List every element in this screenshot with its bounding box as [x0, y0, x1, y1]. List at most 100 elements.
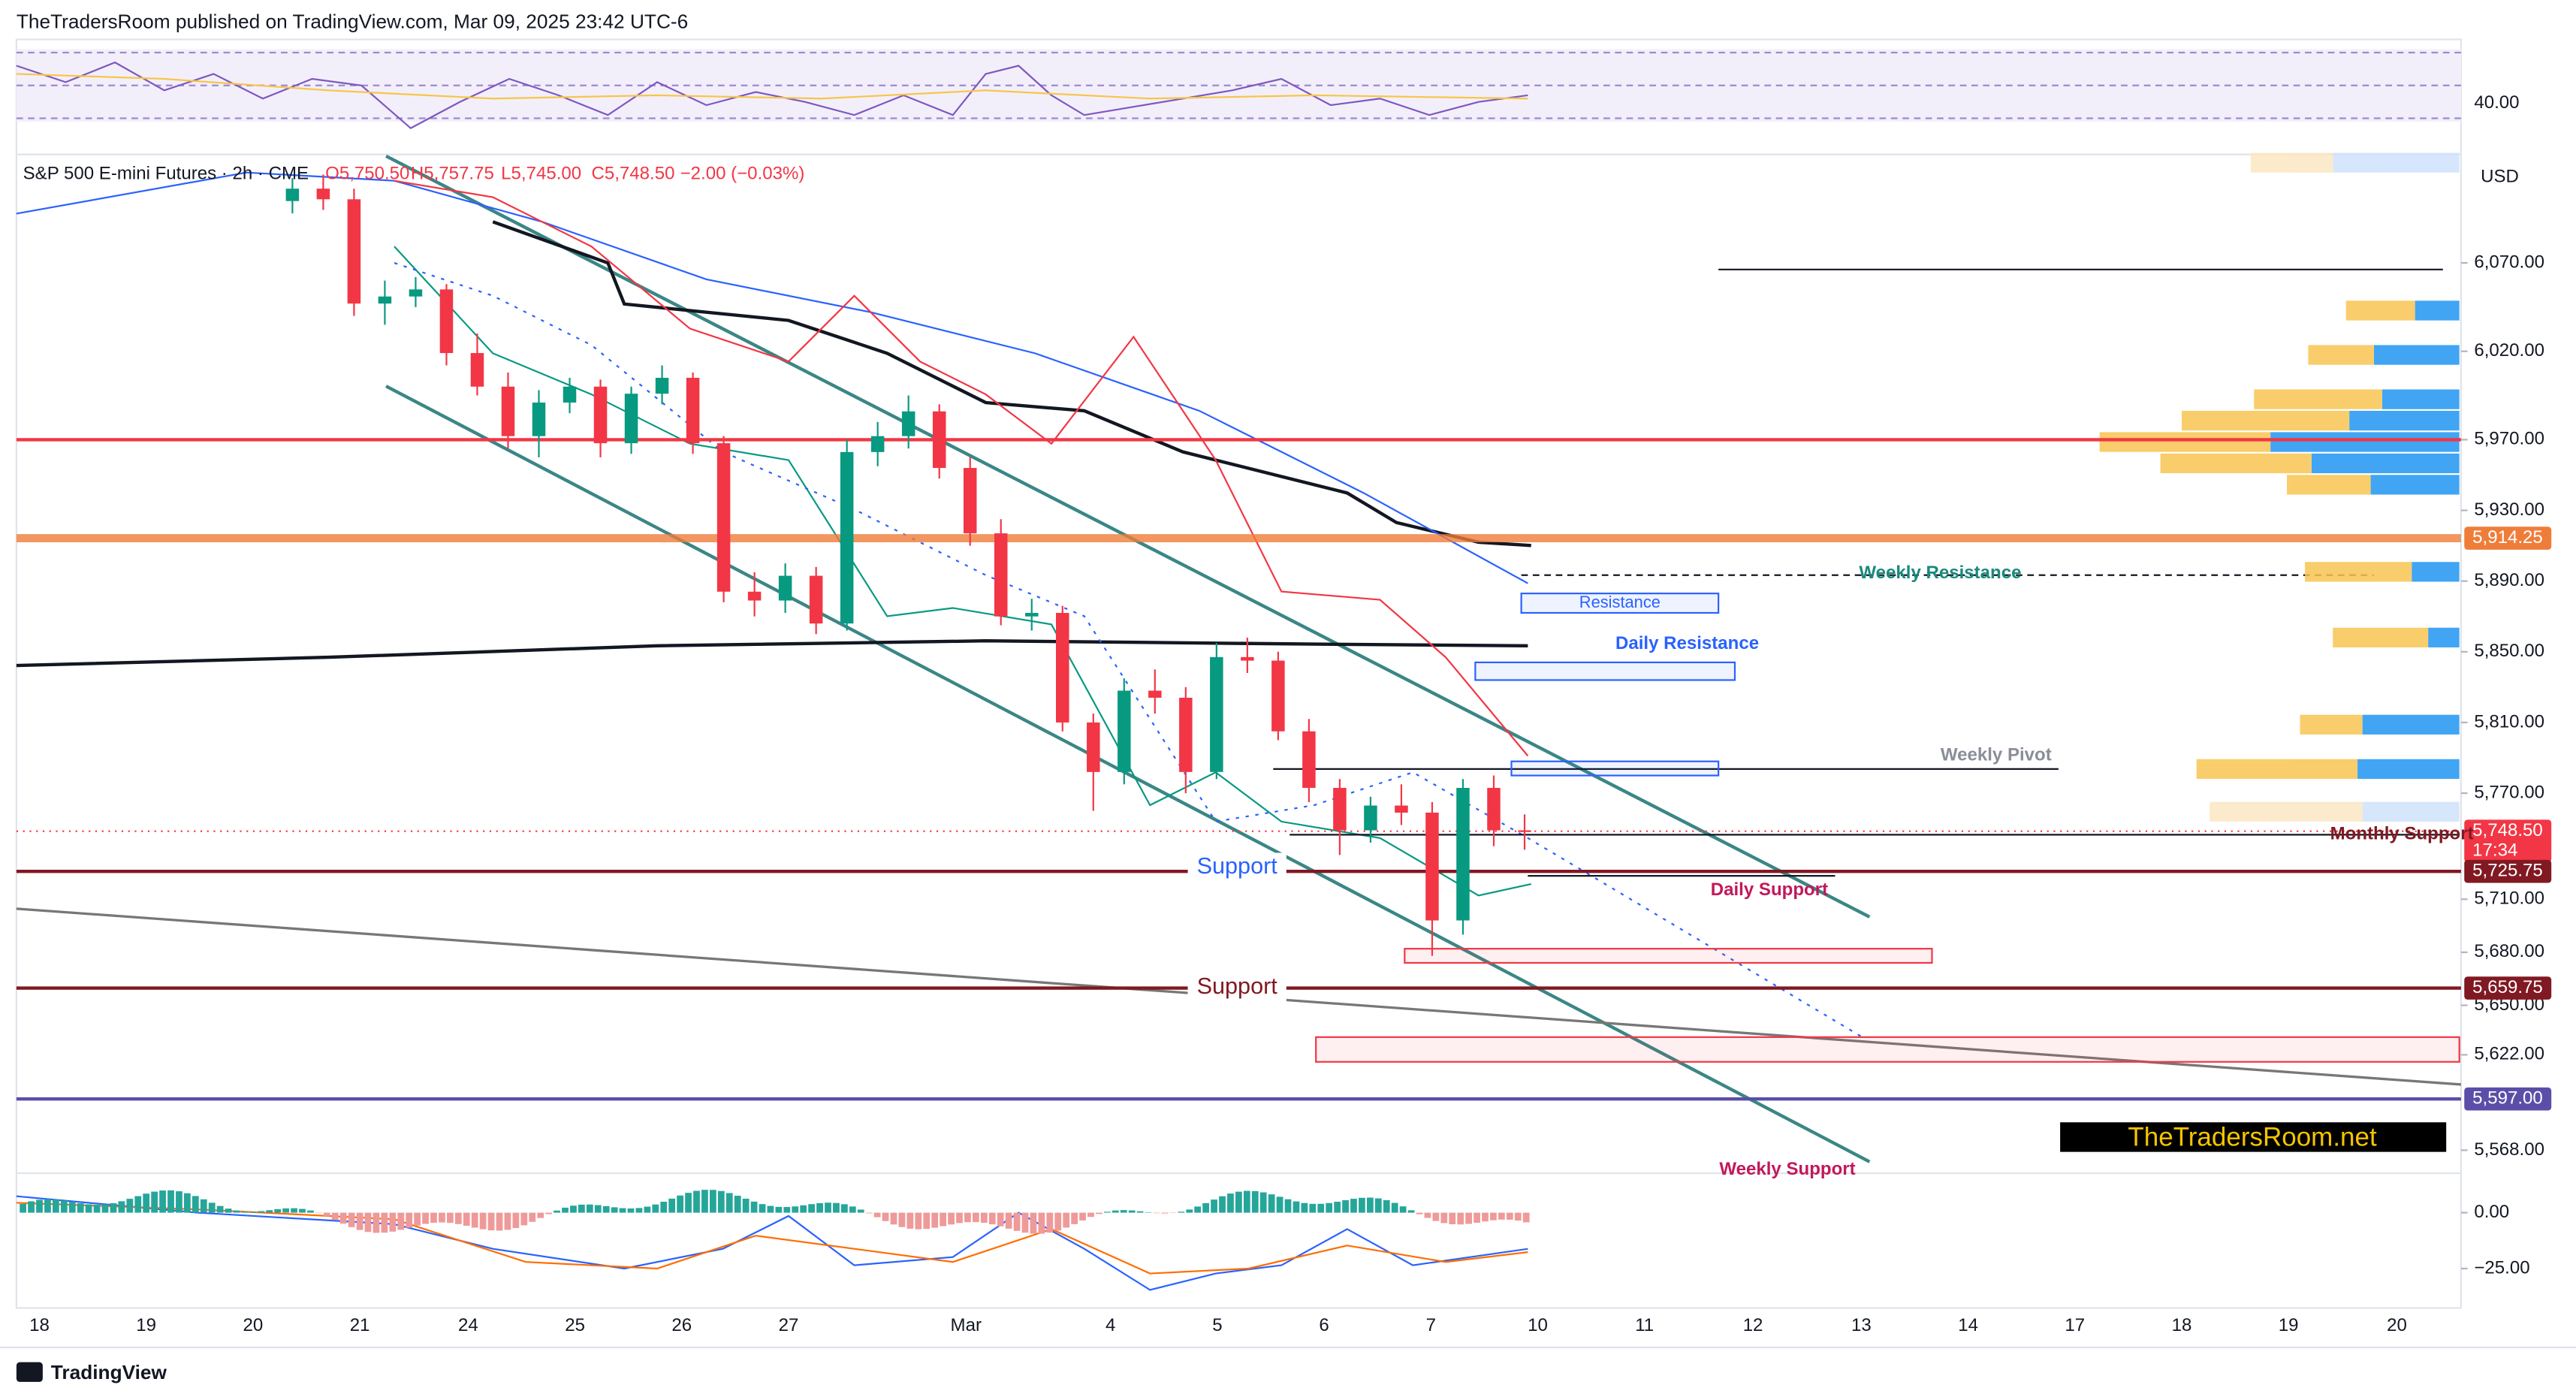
- chart-frame: [15, 38, 2462, 1309]
- histogram-bar: [734, 1196, 741, 1213]
- candle-body: [932, 411, 946, 469]
- candle-body: [409, 289, 423, 297]
- histogram-bar: [808, 1204, 815, 1213]
- histogram-bar: [1096, 1212, 1102, 1214]
- price-tag-label: 5,597.00: [2472, 1088, 2543, 1109]
- zone: [1474, 661, 1736, 681]
- histogram-bar: [282, 1208, 289, 1213]
- histogram-bar: [964, 1212, 971, 1223]
- candle-body: [593, 386, 608, 444]
- x-tick-label: 18: [2172, 1315, 2192, 1335]
- histogram-bar: [496, 1212, 503, 1231]
- histogram-bar: [241, 1211, 249, 1213]
- candle-body: [347, 199, 361, 304]
- histogram-bar: [545, 1212, 552, 1214]
- histogram-bar: [1046, 1212, 1054, 1233]
- histogram-bar: [775, 1206, 783, 1213]
- histogram-bar: [1424, 1212, 1431, 1218]
- histogram-bar: [792, 1206, 799, 1213]
- x-tick-label: 19: [2279, 1315, 2299, 1335]
- macd-tick-label: −25.00: [2474, 1257, 2529, 1278]
- histogram-bar: [1087, 1212, 1094, 1217]
- histogram-bar: [940, 1212, 946, 1227]
- histogram-bar: [1153, 1212, 1160, 1214]
- rsi-signal: [16, 73, 1528, 100]
- histogram-bar: [997, 1212, 1004, 1227]
- histogram-bar: [849, 1206, 856, 1213]
- histogram-bar: [167, 1190, 174, 1213]
- histogram-bar: [1235, 1191, 1242, 1213]
- histogram-bar: [233, 1210, 240, 1213]
- histogram-bar: [1145, 1212, 1152, 1213]
- histogram-bar: [898, 1212, 906, 1227]
- histogram-bar: [373, 1212, 380, 1233]
- histogram-bar: [627, 1208, 635, 1213]
- histogram-bar: [225, 1208, 232, 1213]
- histogram-bar: [948, 1212, 955, 1225]
- histogram-bar: [1326, 1202, 1333, 1213]
- histogram-bar: [184, 1193, 191, 1213]
- annotation-bg: [1187, 852, 1286, 883]
- x-tick-label: 5: [1212, 1315, 1222, 1335]
- histogram-bar: [1284, 1199, 1292, 1213]
- histogram-bar: [151, 1191, 158, 1213]
- histogram-bar: [381, 1212, 388, 1233]
- histogram-bar: [1449, 1212, 1456, 1225]
- histogram-bar: [915, 1212, 922, 1230]
- y-tick-label: 5,970.00: [2474, 429, 2544, 449]
- histogram-bar: [299, 1208, 306, 1213]
- candle-body: [716, 443, 731, 592]
- histogram-bar: [323, 1212, 330, 1217]
- x-tick-label: 7: [1426, 1315, 1436, 1335]
- histogram-bar: [1030, 1212, 1037, 1234]
- y-tick-label: 5,568.00: [2474, 1139, 2544, 1160]
- y-tick-label: 5,680.00: [2474, 941, 2544, 961]
- histogram-bar: [1202, 1202, 1209, 1213]
- candle-body: [870, 436, 885, 452]
- histogram-bar: [1374, 1198, 1382, 1213]
- histogram-bar: [1194, 1206, 1202, 1213]
- histogram-bar: [1120, 1210, 1127, 1213]
- candle-body: [1487, 788, 1501, 831]
- histogram-bar: [1399, 1206, 1407, 1213]
- histogram-bar: [1211, 1199, 1217, 1213]
- histogram-bar: [118, 1201, 125, 1213]
- price-tag-label: 5,914.25: [2472, 527, 2543, 548]
- histogram-bar: [1506, 1212, 1513, 1220]
- histogram-bar: [331, 1212, 339, 1220]
- histogram-bar: [685, 1193, 692, 1213]
- x-tick-label: 11: [1635, 1315, 1654, 1335]
- x-tick-label: 6: [1319, 1315, 1329, 1335]
- histogram-bar: [800, 1205, 807, 1213]
- histogram-bar: [1334, 1202, 1341, 1213]
- price-tag: [2464, 859, 2552, 883]
- histogram-bar: [266, 1210, 273, 1213]
- histogram-bar: [833, 1202, 840, 1213]
- x-tick-label: 20: [243, 1315, 264, 1335]
- histogram-bar: [890, 1212, 897, 1225]
- histogram-bar: [1301, 1202, 1308, 1213]
- histogram-bar: [68, 1202, 76, 1213]
- histogram-bar: [134, 1196, 142, 1213]
- histogram-bar: [1038, 1212, 1045, 1234]
- candle-body: [1148, 690, 1162, 698]
- volume-profile: [2099, 152, 2460, 822]
- x-tick-label: 24: [458, 1315, 478, 1335]
- candle-body: [532, 402, 546, 436]
- histogram-bar: [1350, 1199, 1357, 1213]
- histogram-bar: [44, 1199, 51, 1213]
- histogram-bar: [660, 1202, 668, 1213]
- histogram-bar: [1383, 1199, 1390, 1213]
- legend-change: −2.00 (−0.03%): [680, 163, 805, 183]
- histogram-bar: [1178, 1211, 1185, 1213]
- histogram-bar: [906, 1212, 914, 1229]
- histogram-bar: [1276, 1196, 1283, 1213]
- histogram-bar: [471, 1212, 478, 1228]
- price-tag-label: 5,659.75: [2472, 977, 2543, 997]
- histogram-bar: [85, 1204, 92, 1213]
- candle-body: [686, 378, 700, 444]
- histogram-bar: [825, 1202, 831, 1213]
- histogram-bar: [60, 1200, 68, 1213]
- histogram-bar: [619, 1208, 626, 1213]
- histogram-bar: [1054, 1212, 1062, 1231]
